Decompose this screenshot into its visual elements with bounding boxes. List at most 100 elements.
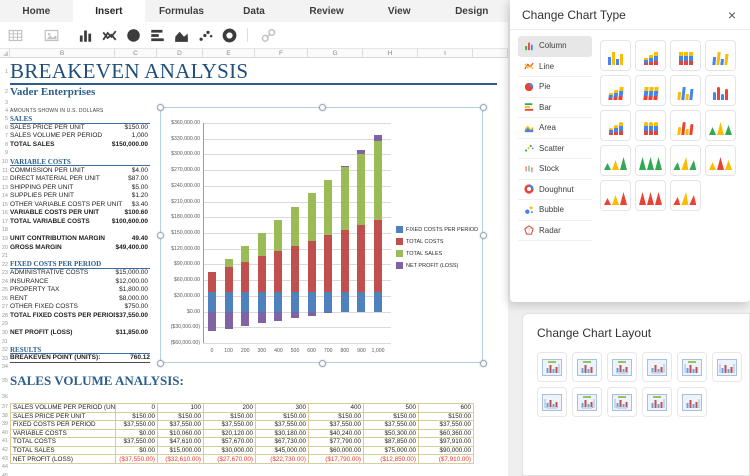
chart-type-thumbnail[interactable] [670, 40, 701, 71]
cell[interactable]: $47,610.00 [158, 438, 204, 447]
chart-type-line[interactable]: Line [518, 57, 592, 78]
cell-value[interactable]: $150,000.00 [112, 141, 148, 149]
row-header[interactable]: 41 [0, 437, 9, 446]
chart-type-thumbnail[interactable] [705, 40, 736, 71]
cell-label[interactable]: VARIABLE COSTS PER UNIT [10, 209, 125, 217]
chart-layout-thumbnail[interactable] [642, 352, 672, 382]
cell-label[interactable]: SALES PRICE PER UNIT [10, 124, 125, 132]
table-icon[interactable] [4, 24, 26, 46]
resize-handle[interactable] [480, 360, 487, 367]
cell-value[interactable]: $100.60 [125, 209, 149, 217]
row-header[interactable]: 39 [0, 420, 9, 429]
cell[interactable]: $37,550.00 [309, 421, 364, 430]
chart-layout-thumbnail[interactable] [607, 387, 637, 417]
cell-value[interactable]: $100,600.00 [112, 218, 148, 226]
cell[interactable]: $150.00 [309, 413, 364, 422]
chart-type-doughnut[interactable]: Doughnut [518, 180, 592, 201]
resize-handle[interactable] [157, 104, 164, 111]
cell[interactable]: $60,360.00 [419, 430, 474, 439]
cell-label[interactable]: DIRECT MATERIAL PER UNIT [10, 175, 128, 183]
cell[interactable]: FIXED COSTS PER PERIOD [11, 421, 116, 430]
resize-handle[interactable] [480, 232, 487, 239]
cell-label[interactable]: OTHER FIXED COSTS [10, 303, 125, 311]
cell[interactable]: $150.00 [419, 413, 474, 422]
cell-label[interactable]: FIXED COSTS PER PERIOD [10, 260, 150, 268]
row-header[interactable]: 5 [0, 115, 9, 124]
cell-value[interactable]: $4.00 [132, 167, 148, 175]
chart-type-thumbnail[interactable] [705, 110, 736, 141]
row-header[interactable]: 42 [0, 446, 9, 455]
row-header[interactable]: 20 [0, 243, 9, 252]
chart-type-scatter[interactable]: Scatter [518, 139, 592, 160]
cell-value[interactable]: 760.12 [130, 354, 150, 362]
chart-type-thumbnail[interactable] [670, 110, 701, 141]
cell-label[interactable]: BREAKEVEN POINT (UNITS): [10, 354, 130, 362]
cell-label[interactable]: PROPERTY TAX [10, 286, 119, 294]
cell[interactable]: $150.00 [158, 413, 204, 422]
cell[interactable]: $30,180.00 [256, 430, 309, 439]
cell[interactable]: $37,550.00 [158, 421, 204, 430]
cell[interactable]: $0.00 [116, 447, 158, 456]
cell-value[interactable]: 1,000 [132, 132, 148, 140]
picture-icon[interactable] [40, 24, 62, 46]
row-header[interactable]: 16 [0, 209, 9, 218]
row-header[interactable]: 32 [0, 346, 9, 355]
resize-handle[interactable] [157, 232, 164, 239]
cell[interactable]: ($17,790.00) [309, 455, 364, 464]
scatter-chart-icon[interactable] [194, 24, 216, 46]
column-header-C[interactable]: C [115, 49, 157, 57]
column-header-H[interactable]: H [363, 49, 418, 57]
row-header[interactable]: 34 [0, 363, 9, 372]
row-header[interactable]: 31 [0, 337, 9, 346]
row-header[interactable]: 43 [0, 454, 9, 463]
cell[interactable]: ($12,850.00) [364, 455, 419, 464]
chart-layout-thumbnail[interactable] [677, 387, 707, 417]
cell[interactable]: $10,060.00 [158, 430, 204, 439]
analysis-title[interactable]: SALES VOLUME ANALYSIS: [10, 372, 184, 391]
cell[interactable]: SALES VOLUME PER PERIOD (UNITS) [11, 404, 116, 413]
row-header[interactable]: 22 [0, 260, 9, 269]
cell[interactable]: NET PROFIT (LOSS) [11, 455, 116, 464]
cell[interactable]: VARIABLE COSTS [11, 430, 116, 439]
chart-type-thumbnail[interactable] [600, 40, 631, 71]
company-name[interactable]: Vader Enterprises [10, 85, 95, 99]
chart-type-thumbnail[interactable] [705, 75, 736, 106]
row-header[interactable]: 30 [0, 329, 9, 338]
row-header[interactable]: 19 [0, 235, 9, 244]
cell-value[interactable]: 49.40 [132, 235, 148, 243]
chart-layout-thumbnail[interactable] [537, 387, 567, 417]
chart-type-thumbnail[interactable] [705, 145, 736, 176]
cell[interactable]: TOTAL COSTS [11, 438, 116, 447]
chart-type-bubble[interactable]: Bubble [518, 200, 592, 221]
cell[interactable]: $97,910.00 [419, 438, 474, 447]
bar-chart-icon[interactable] [146, 24, 168, 46]
chart-type-thumbnail[interactable] [670, 180, 701, 211]
chart-type-stock[interactable]: Stock [518, 159, 592, 180]
cell-label[interactable]: SALES VOLUME PER PERIOD [10, 132, 132, 140]
chart-layout-thumbnail[interactable] [712, 352, 742, 382]
chart-layout-thumbnail[interactable] [537, 352, 567, 382]
row-header[interactable]: 35 [0, 372, 9, 391]
cell[interactable]: 500 [364, 404, 419, 413]
chart-layout-thumbnail[interactable] [572, 387, 602, 417]
cell-value[interactable]: $5.00 [132, 184, 148, 192]
doughnut-chart-icon[interactable] [218, 24, 240, 46]
chart-type-column[interactable]: Column [518, 36, 592, 57]
row-header[interactable]: 21 [0, 252, 9, 261]
row-header[interactable]: 11 [0, 166, 9, 175]
hyperlink-icon[interactable] [257, 24, 279, 46]
chart-type-thumbnail[interactable] [635, 110, 666, 141]
tab-home[interactable]: Home [0, 0, 73, 22]
chart-type-bar[interactable]: Bar [518, 98, 592, 119]
row-header[interactable]: 7 [0, 132, 9, 141]
row-header[interactable]: 2 [0, 85, 9, 99]
chart-type-thumbnail[interactable] [670, 145, 701, 176]
row-header[interactable]: 29 [0, 320, 9, 329]
chart-layout-thumbnail[interactable] [572, 352, 602, 382]
cell[interactable]: $37,550.00 [256, 421, 309, 430]
cell[interactable]: ($22,730.00) [256, 455, 309, 464]
tab-review[interactable]: Review [290, 0, 363, 22]
cell-label[interactable]: GROSS MARGIN [10, 244, 115, 252]
cell-label[interactable]: VARIABLE COSTS [10, 158, 150, 166]
cell-label[interactable]: INSURANCE [10, 278, 115, 286]
